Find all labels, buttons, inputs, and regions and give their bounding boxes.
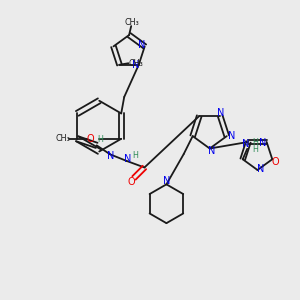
Text: H: H [132,151,138,160]
Text: O: O [127,177,135,187]
Text: O: O [87,134,94,144]
Text: N: N [138,40,146,50]
Text: N: N [163,176,170,186]
Text: H: H [97,136,103,145]
Text: CH₃: CH₃ [56,134,70,143]
Text: N: N [217,107,224,118]
Text: N: N [260,138,267,148]
Text: N: N [124,154,132,164]
Text: N: N [228,131,235,141]
Text: N: N [257,164,265,173]
Text: CH₃: CH₃ [125,18,140,27]
Text: CH₃: CH₃ [128,59,143,68]
Text: N: N [208,146,215,157]
Text: H: H [252,145,258,154]
Text: N: N [132,60,140,70]
Text: H: H [252,138,258,147]
Text: N: N [107,151,115,161]
Text: O: O [272,157,279,167]
Text: N: N [242,139,249,149]
